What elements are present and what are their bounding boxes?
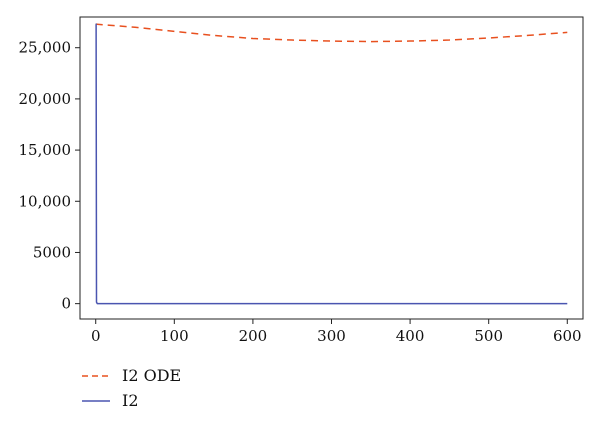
y-tick-label: 5000 bbox=[33, 243, 71, 261]
x-tick-label: 600 bbox=[553, 327, 582, 345]
legend-item-i2: I2 bbox=[82, 391, 139, 410]
y-tick-label: 10,000 bbox=[19, 192, 72, 210]
x-tick-label: 100 bbox=[160, 327, 189, 345]
legend-item-i2-ode: I2 ODE bbox=[82, 366, 181, 385]
x-tick-label: 300 bbox=[317, 327, 346, 345]
legend-label-i2-ode: I2 ODE bbox=[122, 366, 181, 385]
x-tick-label: 200 bbox=[239, 327, 268, 345]
series-line-i2 bbox=[95, 23, 568, 305]
x-tick-label: 400 bbox=[396, 327, 425, 345]
plot-area-frame bbox=[79, 16, 584, 320]
y-tick-label: 25,000 bbox=[19, 39, 72, 57]
x-tick-label: 0 bbox=[91, 327, 101, 345]
y-tick-label: 20,000 bbox=[19, 90, 72, 108]
y-axis: 0 5000 10,000 15,000 20,000 25,000 bbox=[19, 39, 80, 313]
series-line-i2-ode bbox=[95, 23, 568, 43]
series-layer bbox=[95, 23, 568, 305]
y-tick-label: 0 bbox=[61, 295, 71, 313]
y-tick-label: 15,000 bbox=[19, 141, 72, 159]
legend-label-i2: I2 bbox=[122, 391, 139, 410]
legend: I2 ODE I2 bbox=[82, 366, 181, 410]
x-tick-label: 500 bbox=[474, 327, 503, 345]
x-axis: 0 100 200 300 400 500 600 bbox=[91, 319, 582, 345]
